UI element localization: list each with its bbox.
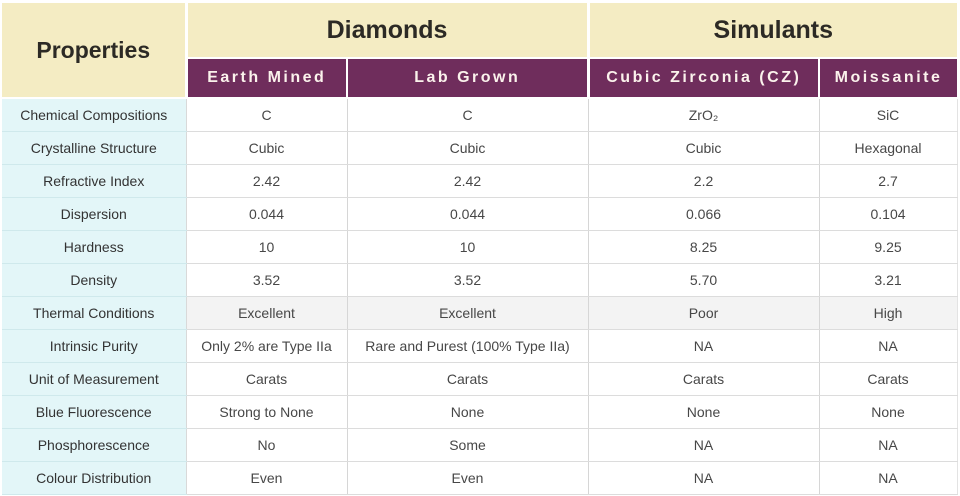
table-row: Dispersion 0.044 0.044 0.066 0.104 <box>2 197 958 232</box>
value-cell: 9.25 <box>819 230 958 265</box>
value-cell: 0.044 <box>347 197 589 232</box>
value-cell: 0.066 <box>588 197 820 232</box>
property-cell: Thermal Conditions <box>2 296 187 331</box>
value-cell: 10 <box>186 230 348 265</box>
property-cell: Refractive Index <box>2 164 187 199</box>
value-cell: Even <box>186 461 348 496</box>
value-cell: Some <box>347 428 589 462</box>
value-cell: No <box>186 428 348 462</box>
value-cell: None <box>819 395 958 429</box>
comparison-table: Properties Diamonds Simulants Earth Mine… <box>2 3 958 496</box>
value-cell: Hexagonal <box>819 131 958 166</box>
value-cell: 0.044 <box>186 197 348 232</box>
value-cell: 3.52 <box>186 263 348 298</box>
value-cell: High <box>819 296 958 331</box>
value-cell: 3.21 <box>819 263 958 298</box>
value-cell: 8.25 <box>588 230 820 265</box>
value-cell: Rare and Purest (100% Type IIa) <box>347 329 589 364</box>
property-cell: Intrinsic Purity <box>2 329 187 364</box>
table-row-highlighted: Thermal Conditions Excellent Excellent P… <box>2 296 958 331</box>
value-cell: Cubic <box>588 131 820 166</box>
value-cell: 2.42 <box>186 164 348 199</box>
property-cell: Colour Distribution <box>2 461 187 496</box>
value-cell: Cubic <box>186 131 348 166</box>
table-row: Refractive Index 2.42 2.42 2.2 2.7 <box>2 164 958 199</box>
property-cell: Hardness <box>2 230 187 265</box>
value-cell: Excellent <box>186 296 348 331</box>
value-cell: 5.70 <box>588 263 820 298</box>
table-row: Colour Distribution Even Even NA NA <box>2 461 958 496</box>
table-row: Intrinsic Purity Only 2% are Type IIa Ra… <box>2 329 958 364</box>
table-row: Density 3.52 3.52 5.70 3.21 <box>2 263 958 298</box>
value-cell: ZrO₂ <box>588 98 820 133</box>
table-row: Unit of Measurement Carats Carats Carats… <box>2 362 958 397</box>
value-cell: NA <box>588 461 820 496</box>
column-header-lab-grown: Lab Grown <box>347 58 590 99</box>
value-cell: Cubic <box>347 131 589 166</box>
value-cell: Even <box>347 461 589 496</box>
column-header-moissanite: Moissanite <box>819 58 958 99</box>
value-cell: Excellent <box>347 296 589 331</box>
value-cell: 10 <box>347 230 589 265</box>
table-row: Blue Fluorescence Strong to None None No… <box>2 395 958 429</box>
value-cell: Carats <box>588 362 820 397</box>
value-cell: 3.52 <box>347 263 589 298</box>
group-header-row: Properties Diamonds Simulants <box>2 3 958 99</box>
table-row: Hardness 10 10 8.25 9.25 <box>2 230 958 265</box>
column-header-earth-mined: Earth Mined <box>186 58 348 99</box>
value-cell: None <box>588 395 820 429</box>
value-cell: SiC <box>819 98 958 133</box>
value-cell: 2.7 <box>819 164 958 199</box>
property-cell: Blue Fluorescence <box>2 395 187 429</box>
table-row: Chemical Compositions C C ZrO₂ SiC <box>2 98 958 133</box>
value-cell: C <box>347 98 589 133</box>
property-cell: Phosphorescence <box>2 428 187 462</box>
group-header-diamonds: Diamonds <box>186 3 590 59</box>
value-cell: Only 2% are Type IIa <box>186 329 348 364</box>
table-row: Phosphorescence No Some NA NA <box>2 428 958 462</box>
value-cell: C <box>186 98 348 133</box>
property-cell: Unit of Measurement <box>2 362 187 397</box>
value-cell: 2.42 <box>347 164 589 199</box>
value-cell: NA <box>588 428 820 462</box>
group-header-simulants: Simulants <box>588 3 958 59</box>
column-header-cubic-zirconia: Cubic Zirconia (CZ) <box>588 58 821 99</box>
value-cell: 0.104 <box>819 197 958 232</box>
value-cell: Carats <box>819 362 958 397</box>
value-cell: Strong to None <box>186 395 348 429</box>
value-cell: None <box>347 395 589 429</box>
value-cell: Poor <box>588 296 820 331</box>
property-cell: Chemical Compositions <box>2 98 187 133</box>
value-cell: NA <box>819 329 958 364</box>
column-header-row: Earth Mined Lab Grown Cubic Zirconia (CZ… <box>2 58 958 99</box>
table-row: Crystalline Structure Cubic Cubic Cubic … <box>2 131 958 166</box>
value-cell: Carats <box>186 362 348 397</box>
property-cell: Crystalline Structure <box>2 131 187 166</box>
value-cell: NA <box>819 428 958 462</box>
properties-header: Properties <box>2 3 188 99</box>
property-cell: Density <box>2 263 187 298</box>
value-cell: NA <box>588 329 820 364</box>
value-cell: 2.2 <box>588 164 820 199</box>
value-cell: NA <box>819 461 958 496</box>
value-cell: Carats <box>347 362 589 397</box>
property-cell: Dispersion <box>2 197 187 232</box>
